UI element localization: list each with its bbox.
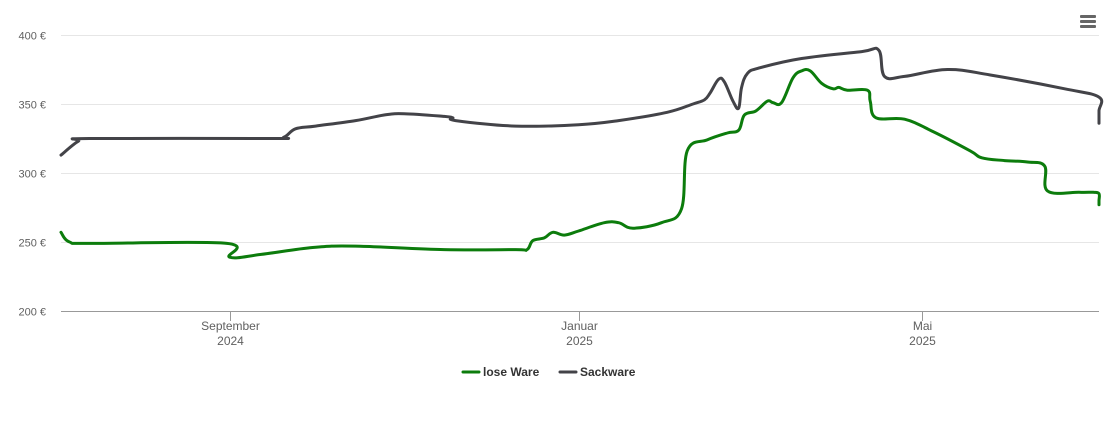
- y-tick-label: 300 €: [18, 169, 46, 181]
- series-line-lose-ware: [59, 68, 1101, 260]
- series-line-sackware: [59, 46, 1104, 157]
- hamburger-menu-icon-line: [1080, 25, 1096, 28]
- legend-item[interactable]: lose Ware: [461, 365, 540, 379]
- legend[interactable]: lose Ware Sackware: [461, 365, 636, 379]
- x-tick-label-month: September: [201, 319, 260, 333]
- hamburger-menu-icon: [1080, 15, 1096, 18]
- legend-item[interactable]: Sackware: [558, 365, 636, 379]
- x-tick-label-year: 2025: [566, 334, 593, 348]
- x-tick-label-month: Januar: [561, 319, 598, 333]
- y-tick-label: 250 €: [18, 238, 46, 250]
- y-tick-label: 400 €: [18, 31, 46, 43]
- hamburger-menu-icon-line: [1080, 20, 1096, 23]
- x-tick-label-month: Mai: [913, 319, 932, 333]
- y-tick-label: 350 €: [18, 100, 46, 112]
- series-layer: [59, 46, 1104, 260]
- legend-label: lose Ware: [483, 365, 540, 379]
- x-tick-label-year: 2025: [909, 334, 936, 348]
- y-tick-label: 200 €: [18, 307, 46, 319]
- grid-layer: [61, 35, 1099, 243]
- legend-label: Sackware: [580, 365, 636, 379]
- x-tick-label-year: 2024: [217, 334, 244, 348]
- chart-menu-button[interactable]: [1074, 8, 1102, 36]
